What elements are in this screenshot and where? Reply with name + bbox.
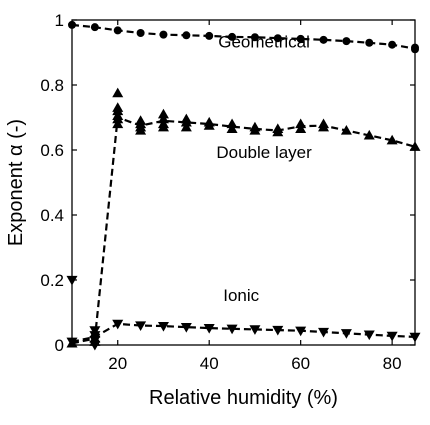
marker-geometrical-10 [296, 34, 305, 43]
marker-ionic-15 [318, 327, 330, 338]
marker-ionic-9 [180, 323, 192, 333]
marker-double-layer-35 [386, 134, 398, 145]
marker-geometrical-5 [182, 31, 191, 40]
y-tick-label-5: 1 [55, 11, 64, 30]
marker-double-layer-33 [340, 125, 352, 135]
marker-double-layer-13 [135, 115, 147, 125]
marker-geometrical-4 [159, 30, 168, 39]
x-tick-label-60: 60 [291, 354, 310, 373]
marker-geometrical-3 [136, 29, 145, 37]
series-lines [71, 23, 416, 345]
y-tick-label-4: 0.8 [40, 76, 64, 95]
marker-ionic-11 [226, 324, 238, 335]
marker-double-layer-15 [157, 118, 169, 129]
series-line-geometrical [71, 23, 416, 50]
annotations: Geometrical Double layer Ionic [216, 33, 312, 306]
series-label-ionic: Ionic [223, 286, 259, 305]
marker-ionic-10 [203, 323, 215, 334]
y-tick-label-2: 0.4 [40, 206, 64, 225]
marker-ionic-14 [295, 326, 307, 337]
marker-ionic-16 [340, 329, 352, 339]
marker-geometrical-6 [205, 31, 214, 40]
x-axis-label: Relative humidity (%) [149, 387, 338, 409]
marker-geometrical-11 [319, 35, 328, 44]
series-line-ionic [71, 322, 416, 343]
marker-geometrical-2 [113, 26, 122, 35]
marker-ionic-8 [157, 322, 169, 332]
marker-double-layer-20 [180, 113, 192, 124]
marker-ionic-18 [386, 331, 398, 342]
marker-double-layer-16 [157, 113, 169, 124]
marker-double-layer-26 [249, 121, 261, 132]
x-tick-label-80: 80 [383, 354, 402, 373]
marker-ionic-2 [89, 340, 101, 351]
marker-double-layer-30 [295, 118, 307, 129]
marker-double-layer-18 [180, 121, 192, 132]
marker-geometrical-9 [273, 34, 282, 43]
marker-ionic-4 [89, 331, 101, 341]
marker-geometrical-1 [90, 23, 99, 32]
y-tick-label-3: 0.6 [40, 141, 64, 160]
marker-double-layer-22 [203, 116, 215, 127]
marker-geometrical-14 [388, 40, 397, 49]
y-tick-label-0: 0 [55, 336, 64, 355]
marker-geometrical-13 [365, 38, 374, 47]
marker-double-layer-34 [363, 129, 375, 140]
marker-ionic-12 [249, 325, 261, 335]
marker-double-layer-29 [295, 123, 307, 133]
marker-double-layer-17 [157, 108, 169, 119]
series-label-geometrical: Geometrical [218, 33, 310, 52]
marker-double-layer-8 [112, 102, 124, 112]
axes: 20 40 60 80 0 0.2 0.4 0.6 0.8 1 [40, 11, 416, 373]
marker-ionic-7 [135, 321, 147, 331]
marker-ionic-5 [89, 326, 101, 336]
marker-geometrical-7 [228, 32, 237, 41]
marker-ionic-17 [363, 330, 375, 341]
marker-ionic-13 [272, 325, 284, 336]
x-tick-label-20: 20 [108, 354, 127, 373]
y-tick-label-1: 0.2 [40, 271, 64, 290]
marker-double-layer-28 [272, 123, 284, 133]
series-markers [66, 20, 421, 351]
marker-geometrical-12 [342, 37, 351, 46]
marker-ionic-6 [112, 319, 124, 330]
marker-geometrical-8 [250, 33, 259, 42]
marker-double-layer-24 [226, 118, 238, 129]
marker-double-layer-6 [112, 110, 124, 120]
x-tick-label-40: 40 [200, 354, 219, 373]
y-axis-label: Exponent α (-) [5, 119, 27, 246]
marker-double-layer-32 [318, 118, 330, 129]
plot-frame [71, 19, 416, 346]
series-line-double-layer [71, 115, 416, 345]
marker-double-layer-4 [112, 118, 124, 129]
series-label-double-layer: Double layer [216, 143, 312, 162]
marker-double-layer-23 [226, 123, 238, 133]
marker-double-layer-9 [112, 87, 124, 98]
marker-ionic-3 [89, 336, 101, 346]
